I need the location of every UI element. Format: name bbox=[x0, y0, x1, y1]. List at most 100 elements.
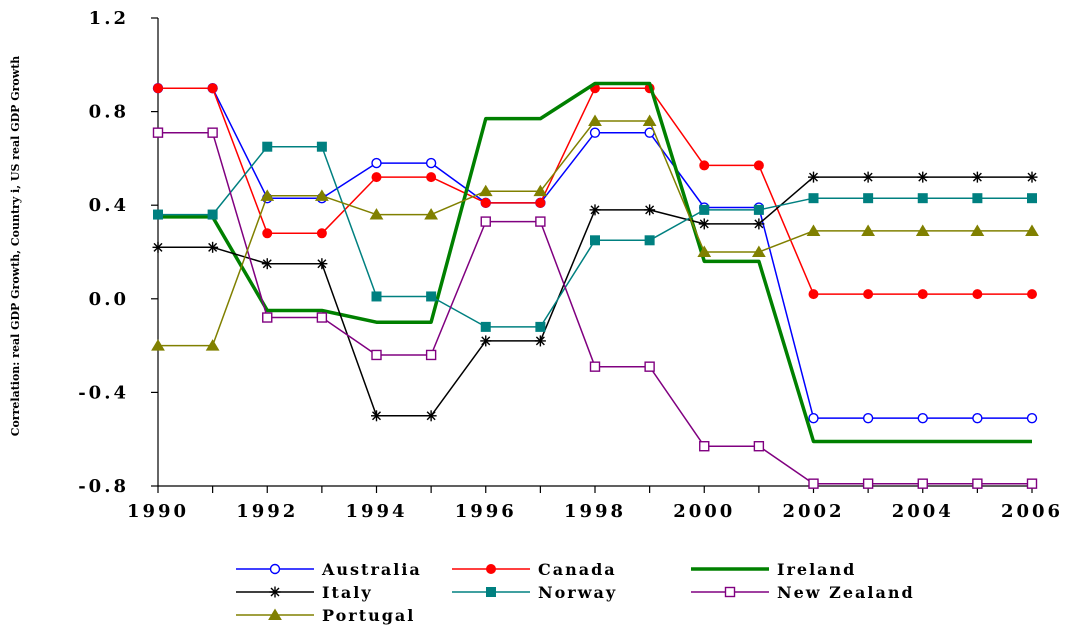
series-norway bbox=[153, 141, 1037, 332]
legend-item-italy: Italy bbox=[236, 583, 373, 602]
x-tick-label: 1994 bbox=[345, 501, 407, 522]
legend-label-ireland: Ireland bbox=[777, 560, 856, 579]
data-point-canada bbox=[480, 197, 491, 208]
data-point-italy bbox=[1026, 171, 1038, 183]
x-tick-label: 1996 bbox=[455, 501, 517, 522]
legend-marker-italy bbox=[269, 586, 281, 598]
data-point-new-zealand bbox=[207, 127, 218, 138]
data-point-norway bbox=[699, 204, 710, 215]
series-ireland bbox=[158, 81, 1032, 444]
y-tick-label: 0.0 bbox=[89, 289, 129, 310]
x-tick-label: 2004 bbox=[892, 501, 954, 522]
data-point-canada bbox=[426, 172, 437, 183]
data-point-italy bbox=[425, 410, 437, 422]
data-point-italy bbox=[261, 258, 273, 270]
legend-item-ireland: Ireland bbox=[691, 560, 856, 579]
data-point-portugal bbox=[915, 224, 930, 236]
data-point-canada bbox=[917, 289, 928, 300]
series-line-new-zealand bbox=[158, 131, 1032, 485]
data-point-portugal bbox=[697, 245, 712, 257]
data-point-norway bbox=[535, 321, 546, 332]
series-italy bbox=[152, 171, 1038, 422]
y-tick-label: -0.4 bbox=[78, 382, 129, 403]
data-point-australia bbox=[1026, 412, 1038, 424]
legend-item-portugal: Portugal bbox=[236, 606, 413, 625]
data-point-italy bbox=[152, 241, 164, 253]
data-point-canada bbox=[1027, 289, 1037, 300]
data-point-canada bbox=[316, 228, 327, 239]
data-point-italy bbox=[971, 171, 983, 183]
legend-marker-australia bbox=[269, 563, 281, 575]
data-point-canada bbox=[863, 289, 874, 300]
data-point-portugal bbox=[806, 224, 821, 236]
data-point-italy bbox=[644, 204, 656, 216]
data-point-new-zealand bbox=[316, 312, 328, 323]
data-point-italy bbox=[207, 241, 219, 253]
data-point-portugal bbox=[861, 224, 876, 236]
y-tick-label: 0.8 bbox=[89, 102, 129, 123]
data-point-new-zealand bbox=[1026, 478, 1038, 489]
data-point-new-zealand bbox=[972, 478, 983, 489]
data-point-portugal bbox=[588, 114, 602, 126]
data-point-portugal bbox=[1025, 224, 1039, 236]
data-point-portugal bbox=[205, 339, 220, 351]
legend-item-new-zealand: New Zealand bbox=[691, 583, 915, 602]
legend-label-canada: Canada bbox=[538, 560, 617, 579]
legend-marker-portugal bbox=[268, 608, 282, 620]
data-point-new-zealand bbox=[808, 478, 819, 489]
data-point-norway bbox=[863, 193, 874, 204]
legend-label-australia: Australia bbox=[321, 560, 422, 579]
data-point-norway bbox=[480, 321, 491, 332]
data-point-canada bbox=[753, 160, 764, 171]
x-tick-label: 1998 bbox=[564, 501, 626, 522]
data-point-italy bbox=[480, 335, 492, 347]
data-point-new-zealand bbox=[589, 361, 601, 372]
data-point-new-zealand bbox=[262, 312, 273, 323]
legend-label-norway: Norway bbox=[538, 583, 617, 602]
data-point-italy bbox=[808, 171, 819, 183]
data-point-canada bbox=[535, 197, 546, 208]
data-point-portugal bbox=[424, 208, 439, 220]
data-point-norway bbox=[371, 291, 382, 302]
legend-label-italy: Italy bbox=[322, 583, 373, 602]
data-point-canada bbox=[262, 228, 273, 239]
y-tick-label: 1.2 bbox=[89, 8, 129, 29]
x-tick-label: 2006 bbox=[1001, 501, 1063, 522]
data-point-norway bbox=[426, 291, 437, 302]
legend-item-norway: Norway bbox=[452, 583, 617, 602]
data-point-new-zealand bbox=[917, 478, 928, 489]
data-point-norway bbox=[644, 235, 655, 246]
y-tick-label: 0.4 bbox=[89, 195, 129, 216]
series-line-ireland bbox=[158, 81, 1032, 444]
series-canada bbox=[153, 83, 1037, 300]
y-tick-label: -0.8 bbox=[78, 476, 129, 497]
data-point-portugal bbox=[314, 189, 329, 201]
data-point-new-zealand bbox=[152, 127, 164, 138]
data-point-new-zealand bbox=[862, 478, 874, 489]
data-point-portugal bbox=[369, 208, 384, 220]
data-point-canada bbox=[371, 172, 382, 183]
data-point-australia bbox=[862, 412, 874, 424]
data-point-australia bbox=[425, 157, 437, 169]
legend-marker-norway bbox=[486, 587, 496, 597]
data-point-australia bbox=[972, 412, 983, 424]
data-point-norway bbox=[590, 235, 600, 246]
data-point-italy bbox=[589, 204, 601, 216]
data-point-new-zealand bbox=[644, 361, 655, 372]
data-point-italy bbox=[862, 171, 874, 183]
legend-item-australia: Australia bbox=[236, 560, 422, 579]
data-point-canada bbox=[699, 160, 710, 171]
data-point-canada bbox=[207, 83, 218, 94]
x-tick-label: 1990 bbox=[127, 501, 189, 522]
data-point-norway bbox=[972, 193, 983, 204]
data-point-canada bbox=[153, 83, 163, 94]
x-tick-label: 2000 bbox=[673, 501, 735, 522]
data-point-new-zealand bbox=[753, 441, 765, 452]
legend-label-new-zealand: New Zealand bbox=[777, 583, 915, 602]
series-layer bbox=[151, 81, 1039, 489]
data-point-canada bbox=[808, 289, 819, 300]
data-point-italy bbox=[698, 218, 710, 230]
legend-item-canada: Canada bbox=[452, 560, 617, 579]
